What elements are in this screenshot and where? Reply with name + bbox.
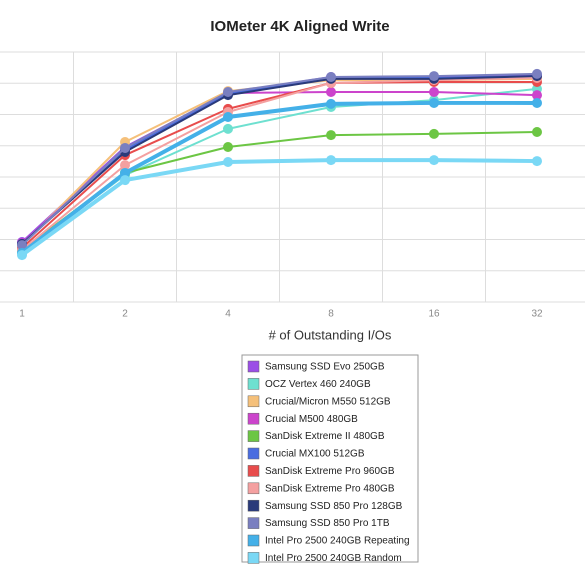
data-point <box>429 87 439 97</box>
data-point <box>326 72 336 82</box>
data-point <box>223 112 233 122</box>
legend-swatch <box>247 499 260 512</box>
legend-swatch <box>247 534 260 547</box>
x-tick-label: 8 <box>328 309 334 320</box>
data-point <box>429 71 439 82</box>
legend-swatch <box>247 430 260 442</box>
x-axis-label: # of Outstanding I/Os <box>269 327 392 342</box>
legend-label: OCZ Vertex 460 240GB <box>265 379 371 390</box>
data-point <box>120 175 130 186</box>
data-point <box>532 68 542 79</box>
legend-swatch <box>247 465 260 477</box>
x-tick-label: 16 <box>428 309 440 320</box>
chart-title: IOMeter 4K Aligned Write <box>210 18 389 35</box>
data-point <box>223 142 233 152</box>
legend-label: SanDisk Extreme II 480GB <box>265 431 385 442</box>
legend-label: Crucial/Micron M550 512GB <box>265 396 391 407</box>
legend-label: Intel Pro 2500 240GB Repeating <box>265 536 410 547</box>
legend-label: Intel Pro 2500 240GB Random <box>265 553 402 564</box>
x-tick-label: 1 <box>19 309 25 320</box>
data-point <box>429 155 439 166</box>
x-tick-label: 32 <box>531 309 543 320</box>
data-point <box>326 155 336 166</box>
data-point <box>532 156 542 167</box>
data-point <box>223 87 233 97</box>
data-point <box>532 90 542 101</box>
series-line <box>20 158 538 257</box>
data-point <box>326 98 336 109</box>
legend-label: SanDisk Extreme Pro 480GB <box>265 483 395 494</box>
series-line <box>21 76 538 251</box>
series-line <box>20 100 537 255</box>
series-line <box>21 81 537 249</box>
legend-label: Crucial M500 480GB <box>265 414 358 425</box>
data-point <box>223 157 233 167</box>
data-point <box>429 97 439 108</box>
legend-swatch <box>247 378 260 390</box>
series-line <box>21 75 538 245</box>
legend-swatch <box>247 482 260 495</box>
data-point <box>120 142 130 153</box>
legend-swatch <box>247 552 260 564</box>
series-line <box>21 72 538 246</box>
legend-swatch <box>247 447 260 460</box>
x-tick-label: 4 <box>225 309 231 320</box>
legend-swatch <box>247 395 260 408</box>
data-point <box>17 250 27 261</box>
legend-swatch <box>247 360 260 373</box>
legend-label: Samsung SSD Evo 250GB <box>265 362 385 373</box>
legend-swatch <box>247 412 260 425</box>
legend-swatch <box>247 517 260 529</box>
data-point <box>532 127 542 137</box>
data-point <box>532 97 542 108</box>
data-point <box>17 240 27 251</box>
data-point <box>223 123 233 134</box>
x-tick-label: 2 <box>122 309 128 320</box>
data-point <box>120 167 130 178</box>
data-point <box>326 87 336 97</box>
legend-label: SanDisk Extreme Pro 960GB <box>265 466 395 477</box>
legend-label: Crucial MX100 512GB <box>265 449 365 460</box>
legend <box>241 354 419 563</box>
legend-label: Samsung SSD 850 Pro 1TB <box>265 518 390 529</box>
legend-label: Samsung SSD 850 Pro 128GB <box>265 501 403 512</box>
data-point <box>429 128 439 139</box>
data-point <box>120 160 130 171</box>
data-point <box>326 130 336 141</box>
